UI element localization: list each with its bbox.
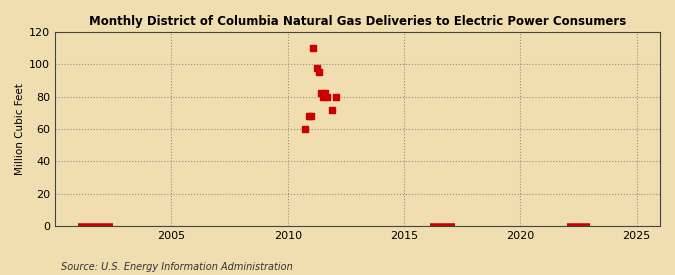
Point — [321, 94, 332, 99]
Point — [319, 91, 330, 95]
Title: Monthly District of Columbia Natural Gas Deliveries to Electric Power Consumers: Monthly District of Columbia Natural Gas… — [89, 15, 626, 28]
Point — [331, 94, 342, 99]
Point — [308, 46, 319, 50]
Y-axis label: Million Cubic Feet: Million Cubic Feet — [15, 83, 25, 175]
Point — [315, 91, 326, 95]
Text: Source: U.S. Energy Information Administration: Source: U.S. Energy Information Administ… — [61, 262, 292, 272]
Point — [306, 114, 317, 118]
Point — [304, 114, 315, 118]
Point — [300, 127, 310, 131]
Point — [327, 107, 338, 112]
Point — [317, 94, 328, 99]
Point — [313, 70, 324, 75]
Point — [311, 65, 322, 70]
